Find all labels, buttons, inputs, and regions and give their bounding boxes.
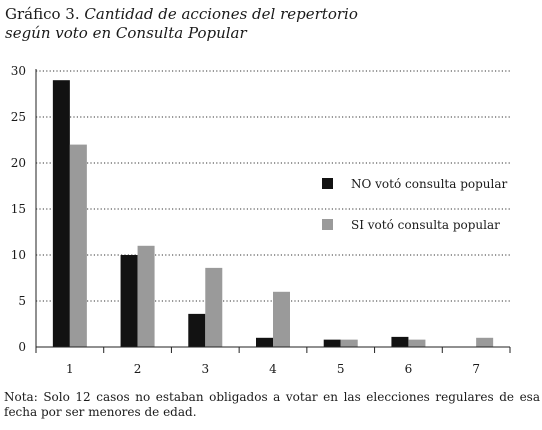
bar-no-4 bbox=[256, 338, 273, 347]
y-tick-label: 20 bbox=[11, 156, 26, 170]
bar-no-3 bbox=[188, 314, 205, 347]
bar-no-6 bbox=[391, 337, 408, 347]
bar-si-2 bbox=[138, 246, 155, 347]
x-tick-label: 7 bbox=[472, 362, 480, 376]
x-tick-label: 6 bbox=[405, 362, 413, 376]
bar-si-6 bbox=[408, 340, 425, 347]
y-tick-label: 30 bbox=[11, 64, 26, 78]
y-tick-label: 15 bbox=[11, 202, 26, 216]
bar-si-5 bbox=[341, 340, 358, 347]
bar-si-4 bbox=[273, 292, 290, 347]
y-tick-label: 10 bbox=[11, 248, 26, 262]
legend-label: NO votó consulta popular bbox=[351, 177, 508, 191]
bar-no-2 bbox=[121, 255, 138, 347]
footnote: Nota: Solo 12 casos no estaban obligados… bbox=[4, 390, 540, 420]
bar-no-5 bbox=[324, 340, 341, 347]
bar-chart: 0 5 10 15 20 25 30 1 2 3 4 5 6 7 NO votó consulta pop… bbox=[0, 0, 542, 390]
bar-si-3 bbox=[205, 268, 222, 347]
legend-label: SI votó consulta popular bbox=[351, 218, 500, 232]
y-tick-label: 0 bbox=[18, 340, 26, 354]
bar-si-1 bbox=[70, 145, 87, 347]
bar-no-1 bbox=[53, 80, 70, 347]
y-tick-label: 5 bbox=[18, 294, 26, 308]
y-tick-label: 25 bbox=[11, 110, 26, 124]
x-tick-label: 5 bbox=[337, 362, 345, 376]
bar-si-7 bbox=[476, 338, 493, 347]
x-tick-label: 1 bbox=[66, 362, 74, 376]
legend-swatch bbox=[322, 219, 333, 230]
legend-swatch bbox=[322, 178, 333, 189]
legend: NO votó consulta popular SI votó consulta… bbox=[322, 177, 508, 232]
x-tick-label: 3 bbox=[201, 362, 209, 376]
x-tick-label: 2 bbox=[134, 362, 142, 376]
x-tick-label: 4 bbox=[269, 362, 277, 376]
bars bbox=[53, 80, 493, 347]
